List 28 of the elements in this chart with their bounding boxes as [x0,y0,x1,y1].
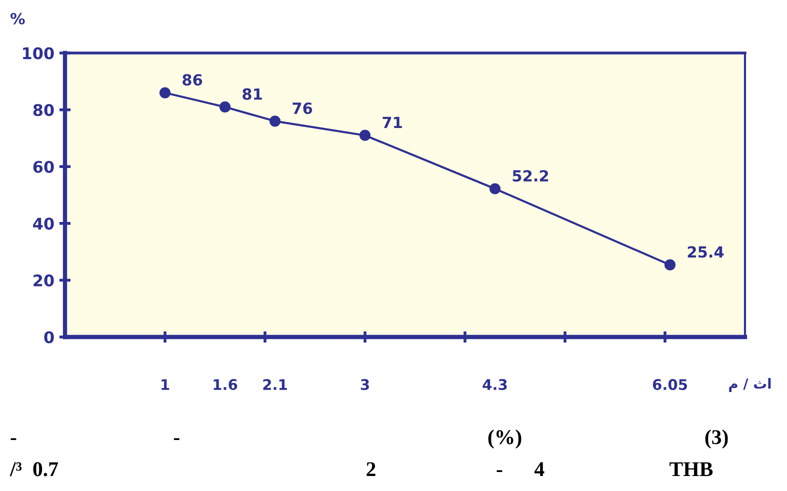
text: /³ 0.7 2 - 4 THB [10,462,713,476]
y-tick-label: 0 [44,331,54,344]
y-axis-title: % [10,12,25,24]
x-tick-label: 1.6 [214,379,238,390]
y-tick-label: 60 [33,160,54,173]
point [159,87,171,98]
point [269,116,281,127]
y-tick-label: 100 [23,47,54,60]
y-tick-label: 40 [33,218,54,230]
data-label: 25.4 [688,246,724,258]
x-tick-label: 4.3 [482,379,507,390]
data-label: 71 [382,116,402,128]
point [489,183,501,194]
x-axis-title: م / ثا [729,378,771,392]
data-label: 76 [292,102,312,114]
x-tick-label: 6.05 [652,379,687,390]
text: - - (%) (3) [10,430,728,448]
x-tick-label: 3 [360,379,369,390]
point [219,101,231,113]
point [359,130,371,141]
y-tick-label: 20 [34,274,54,286]
point [664,259,676,270]
x-tick-label: 2.1 [263,379,287,390]
data-label: 86 [182,74,202,86]
data-label: 52.2 [512,170,548,182]
y-tick-label: 80 [33,104,54,116]
x-tick-label: 1 [162,379,170,390]
data-label: 81 [242,88,262,100]
